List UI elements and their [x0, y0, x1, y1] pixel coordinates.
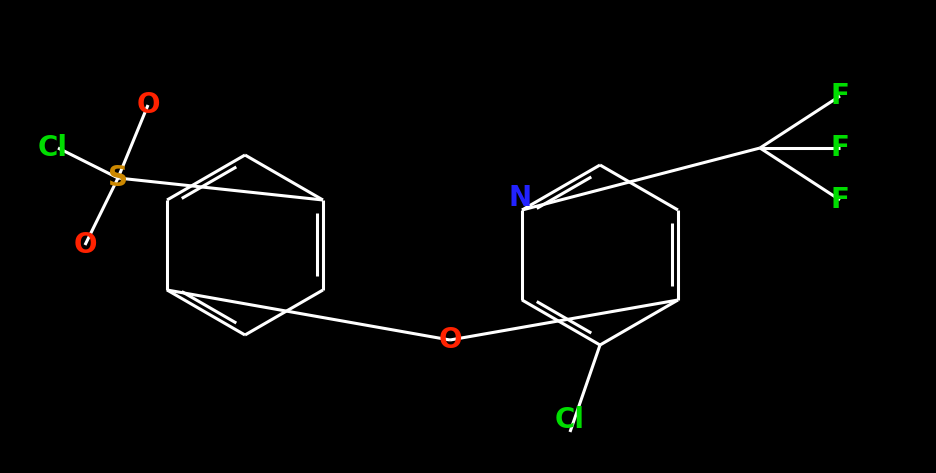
Text: F: F: [829, 82, 849, 110]
Text: N: N: [508, 184, 531, 212]
Text: S: S: [108, 164, 128, 192]
Text: Cl: Cl: [38, 134, 68, 162]
Text: O: O: [73, 231, 96, 259]
Text: O: O: [136, 91, 159, 119]
Text: F: F: [829, 186, 849, 214]
Text: F: F: [829, 134, 849, 162]
Text: O: O: [438, 326, 461, 354]
Text: Cl: Cl: [554, 406, 584, 434]
